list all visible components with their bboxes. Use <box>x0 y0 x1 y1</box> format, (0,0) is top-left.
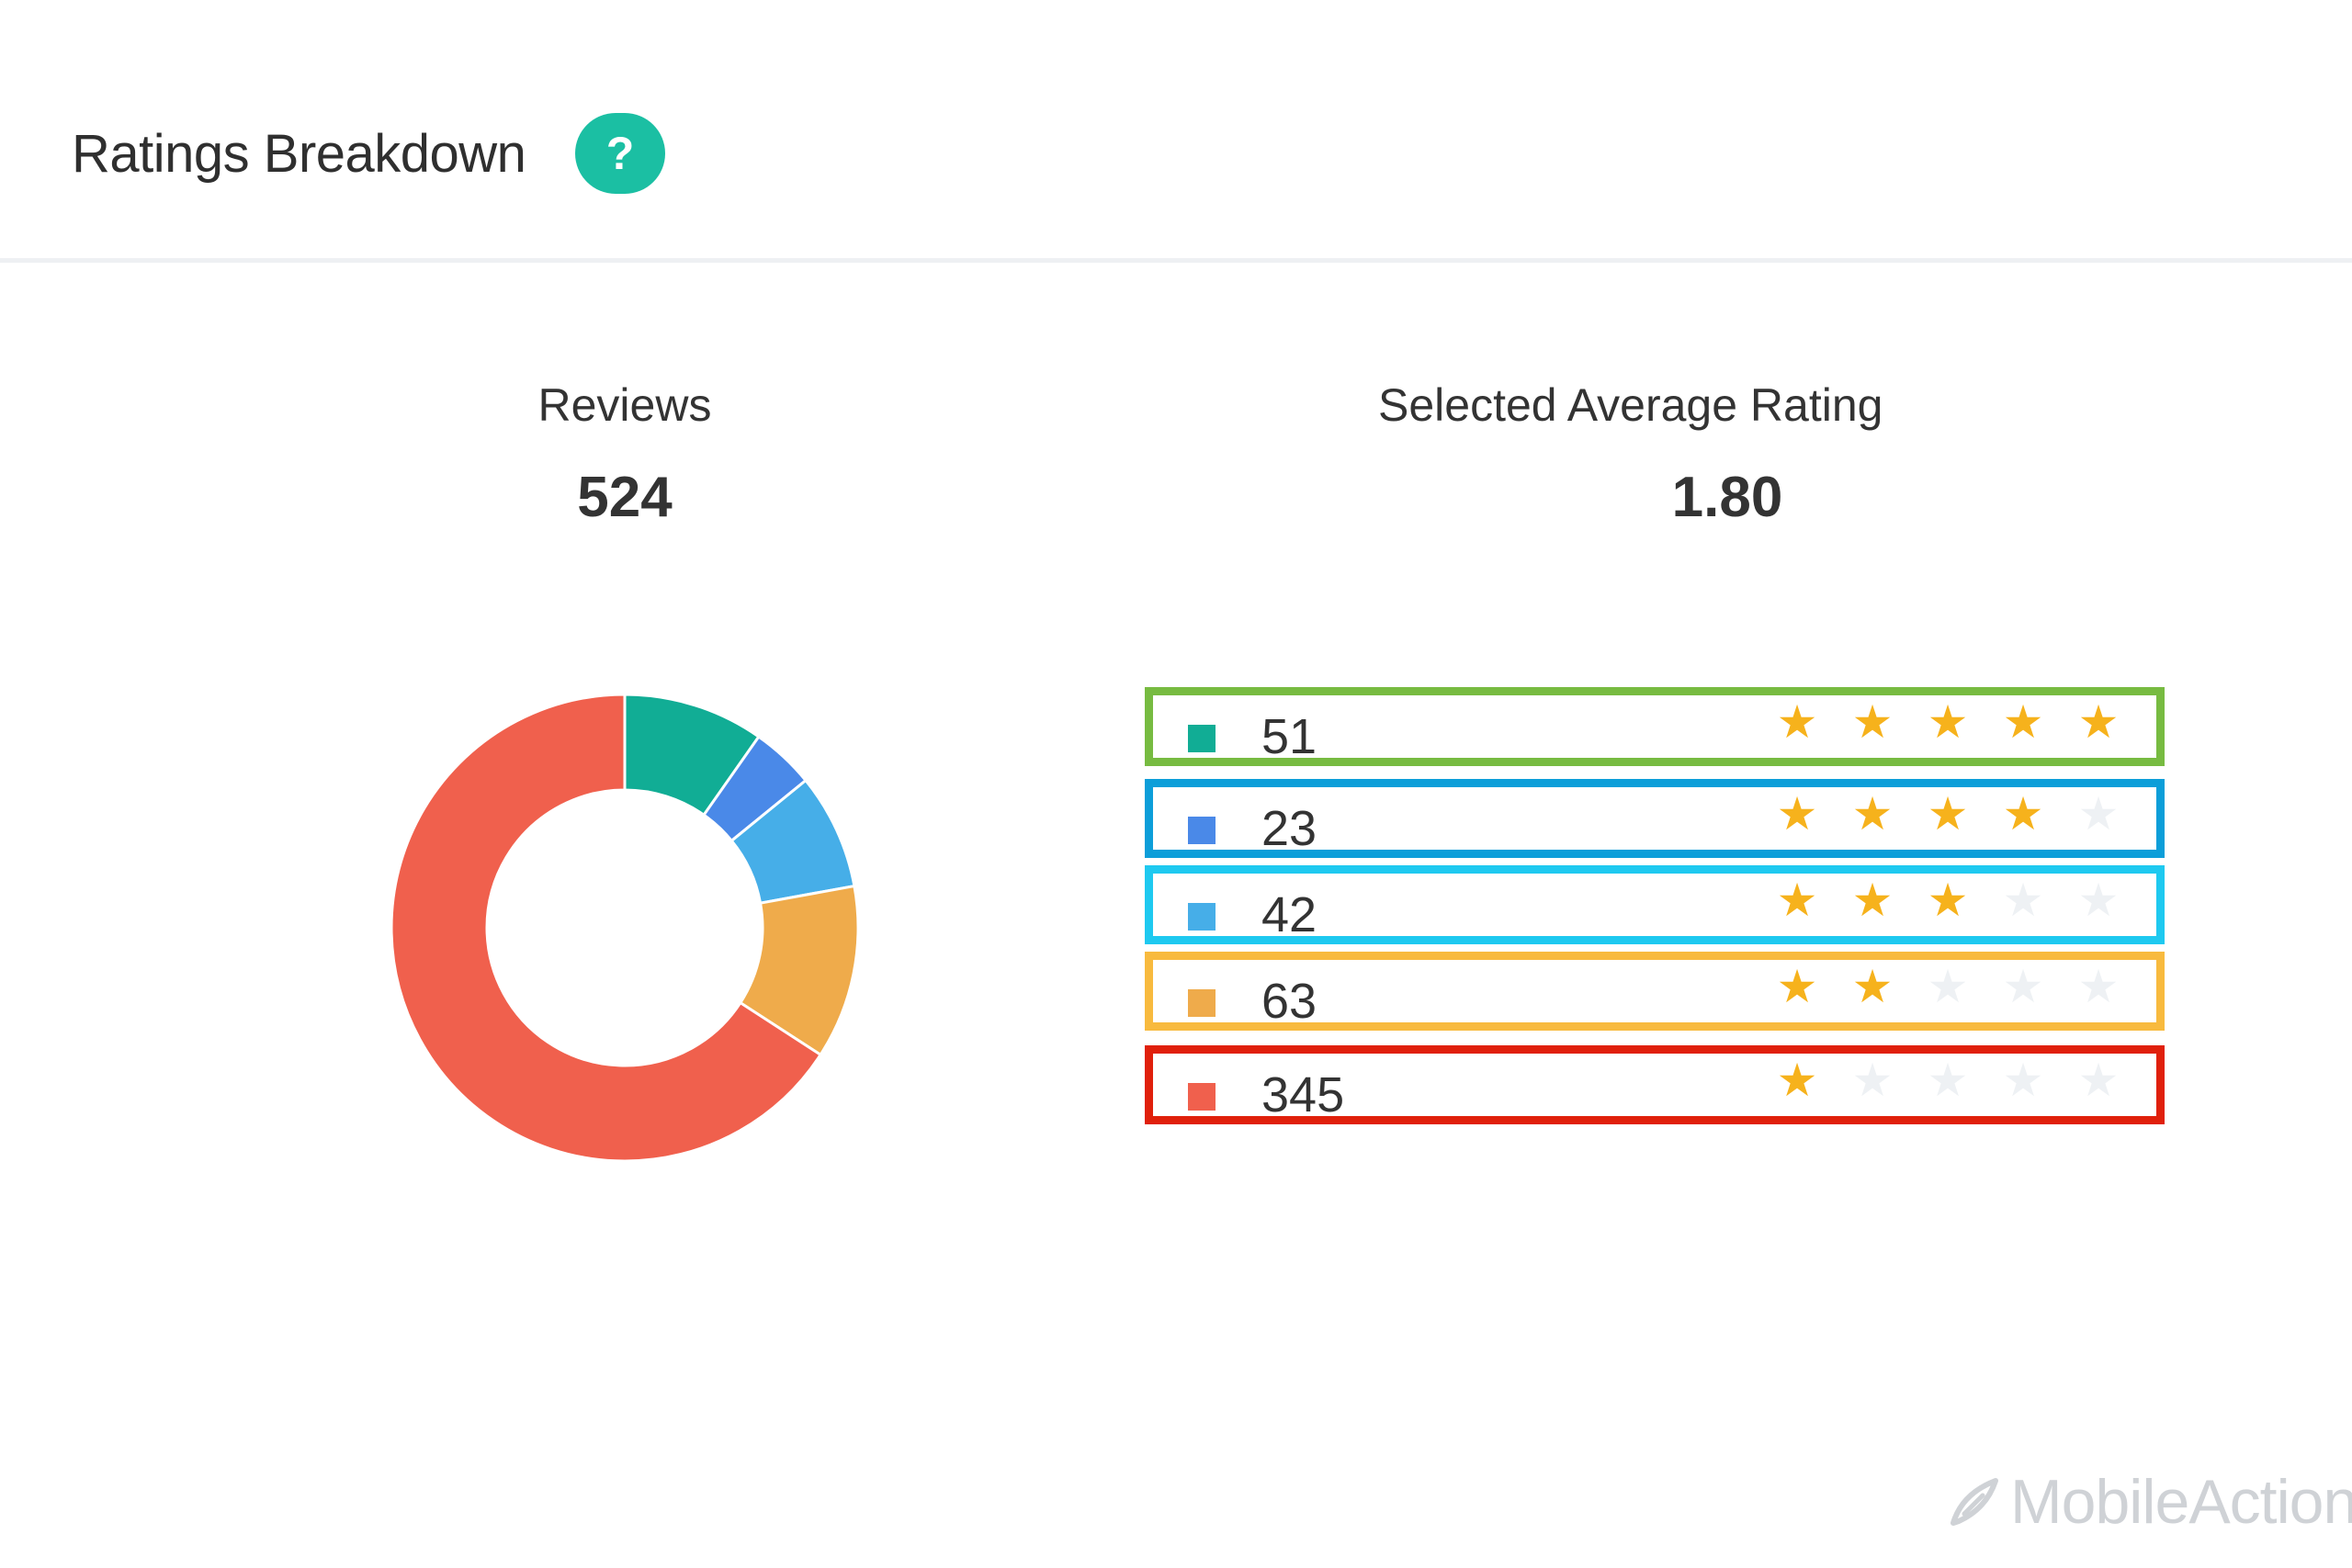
star-rating: ★ ★ ★ ★ ★ <box>1759 692 2136 752</box>
rating-row-5-stars[interactable]: 51 ★ ★ ★ ★ ★ <box>1145 687 2165 766</box>
star-rating: ★ ★ ★ ★ ★ <box>1759 1050 2136 1111</box>
star-icon: ★ <box>1851 1055 1894 1106</box>
star-icon: ★ <box>1851 874 1894 926</box>
mobileaction-logo-icon <box>1951 1478 1998 1526</box>
star-icon: ★ <box>2077 1055 2120 1106</box>
reviews-label: Reviews <box>537 379 712 431</box>
star-rating: ★ ★ ★ ★ ★ <box>1759 870 2136 931</box>
rating-row-1-star[interactable]: 345 ★ ★ ★ ★ ★ <box>1145 1045 2165 1124</box>
rating-count: 42 <box>1261 887 1317 942</box>
average-rating-value: 1.80 <box>1671 466 1783 529</box>
star-rating: ★ ★ ★ ★ ★ <box>1759 784 2136 844</box>
question-circle-icon[interactable]: ? <box>575 113 665 194</box>
rating-count: 345 <box>1261 1067 1345 1122</box>
panel-title: Ratings Breakdown <box>72 124 526 184</box>
rating-count: 51 <box>1261 709 1317 764</box>
star-icon: ★ <box>1776 696 1818 748</box>
star-icon: ★ <box>2002 788 2044 840</box>
donut-slice-1-star[interactable] <box>390 693 823 1163</box>
star-icon: ★ <box>1776 961 1818 1012</box>
star-icon: ★ <box>1927 1055 1969 1106</box>
star-icon: ★ <box>2077 696 2120 748</box>
star-icon: ★ <box>1927 788 1969 840</box>
star-icon: ★ <box>1927 874 1969 926</box>
brand-logo: MobileAction <box>1946 1461 2352 1543</box>
star-icon: ★ <box>2002 874 2044 926</box>
rating-swatch <box>1188 989 1216 1017</box>
star-icon: ★ <box>2077 874 2120 926</box>
rating-row-3-stars[interactable]: 42 ★ ★ ★ ★ ★ <box>1145 865 2165 944</box>
star-rating: ★ ★ ★ ★ ★ <box>1759 956 2136 1017</box>
brand-name: MobileAction <box>2010 1467 2352 1537</box>
reviews-count: 524 <box>577 466 673 529</box>
rating-swatch <box>1188 817 1216 844</box>
star-icon: ★ <box>1851 961 1894 1012</box>
star-icon: ★ <box>1776 788 1818 840</box>
rating-count: 23 <box>1261 801 1317 856</box>
star-icon: ★ <box>2077 961 2120 1012</box>
star-icon: ★ <box>1851 788 1894 840</box>
ratings-donut-chart <box>390 693 860 1163</box>
panel-header: Ratings Breakdown ? <box>0 0 2352 263</box>
rating-row-2-stars[interactable]: 63 ★ ★ ★ ★ ★ <box>1145 952 2165 1031</box>
star-icon: ★ <box>1851 696 1894 748</box>
star-icon: ★ <box>1927 961 1969 1012</box>
star-icon: ★ <box>2002 1055 2044 1106</box>
star-icon: ★ <box>2002 696 2044 748</box>
rating-swatch <box>1188 903 1216 931</box>
star-icon: ★ <box>1776 874 1818 926</box>
average-rating-label: Selected Average Rating <box>1378 379 1883 431</box>
star-icon: ★ <box>1927 696 1969 748</box>
rating-swatch <box>1188 1083 1216 1111</box>
star-icon: ★ <box>2077 788 2120 840</box>
rating-count: 63 <box>1261 974 1317 1029</box>
star-icon: ★ <box>2002 961 2044 1012</box>
star-icon: ★ <box>1776 1055 1818 1106</box>
rating-row-4-stars[interactable]: 23 ★ ★ ★ ★ ★ <box>1145 779 2165 858</box>
rating-swatch <box>1188 725 1216 752</box>
